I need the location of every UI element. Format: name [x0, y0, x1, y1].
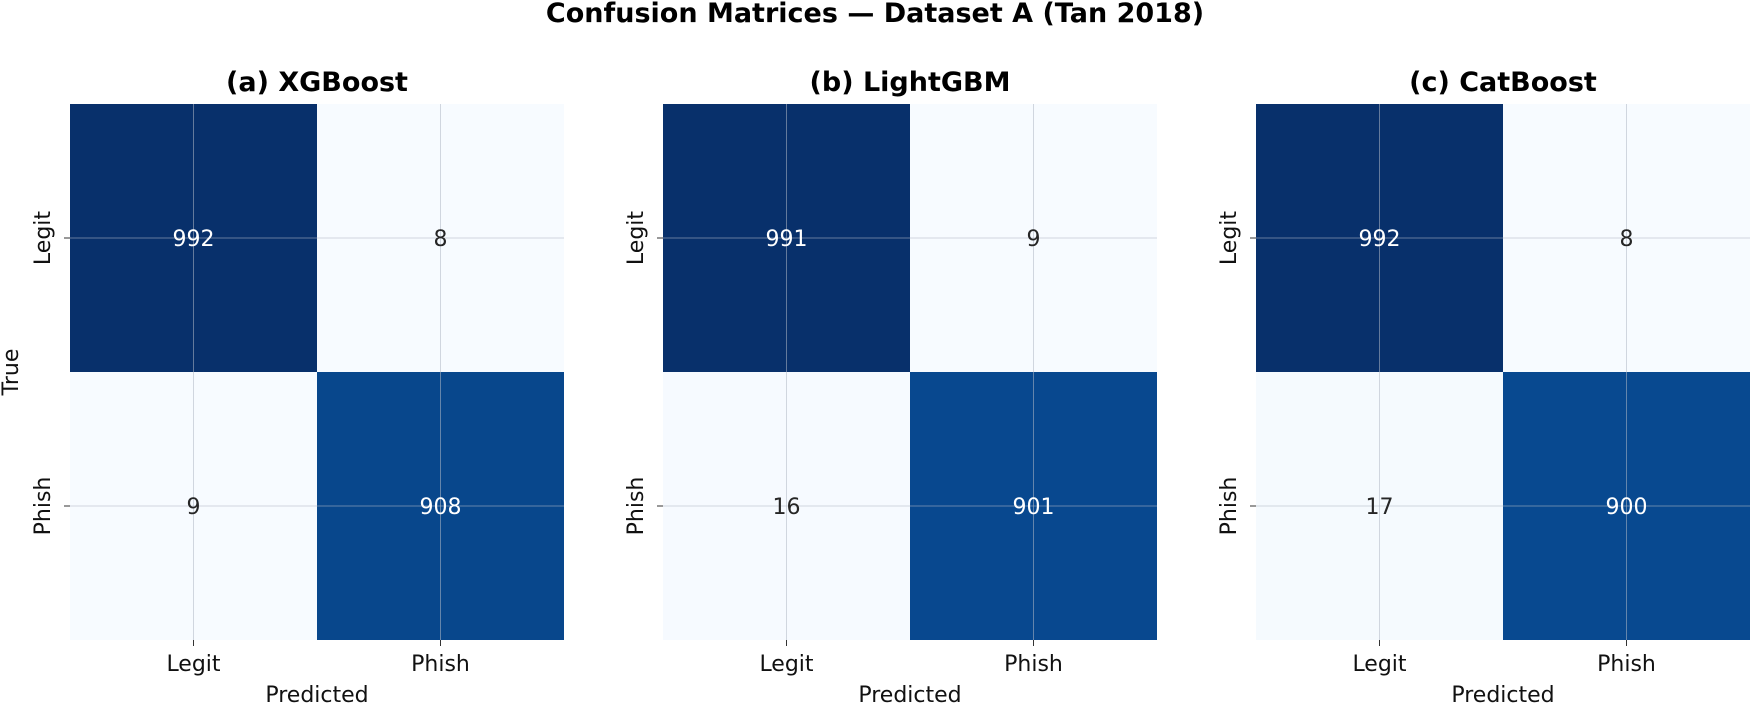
heatmap-panel-1: 992 8 9 908 (a) XGBoost Legit Phish Legit Phish P… [0, 67, 564, 706]
y-axis-label: True [0, 349, 24, 397]
x-tick-label: Legit [759, 652, 813, 677]
y-tick-label: Phish [1217, 477, 1242, 536]
panels: 992 8 9 908 (a) XGBoost Legit Phish Legit Phish P… [0, 67, 1750, 706]
cell-value-label: 8 [434, 227, 448, 252]
cell-value-label: 991 [766, 227, 808, 252]
x-tick-label: Phish [1004, 652, 1063, 677]
x-axis-label: Predicted [1451, 683, 1554, 706]
figure-title: Confusion Matrices — Dataset A (Tan 2018… [546, 0, 1204, 29]
y-tick-label: Legit [31, 211, 56, 265]
cell-value-label: 8 [1620, 227, 1634, 252]
x-tick-label: Phish [411, 652, 470, 677]
x-tick-label: Legit [1352, 652, 1406, 677]
cell-value-label: 992 [173, 227, 215, 252]
cell-value-label: 17 [1366, 495, 1394, 520]
cell-value-label: 900 [1606, 495, 1648, 520]
panel-title: (a) XGBoost [226, 67, 408, 98]
heatmap-panel-2: 991 9 16 901 (b) LightGBM Legit Phish Legit Phis… [624, 67, 1157, 706]
cell-value-label: 901 [1013, 495, 1055, 520]
x-tick-label: Legit [166, 652, 220, 677]
y-tick-label: Legit [624, 211, 649, 265]
cell-value-label: 992 [1359, 227, 1401, 252]
y-tick-label: Phish [31, 477, 56, 536]
panel-title: (c) CatBoost [1409, 67, 1597, 98]
x-axis-label: Predicted [858, 683, 961, 706]
x-axis-label: Predicted [265, 683, 368, 706]
y-tick-label: Legit [1217, 211, 1242, 265]
y-tick-label: Phish [624, 477, 649, 536]
x-tick-label: Phish [1597, 652, 1656, 677]
cell-value-label: 9 [1027, 227, 1041, 252]
cell-value-label: 16 [773, 495, 801, 520]
panel-title: (b) LightGBM [810, 67, 1011, 98]
heatmap-panel-3: 992 8 17 900 (c) CatBoost Legit Phish Legit Phis… [1217, 67, 1750, 706]
cell-value-label: 9 [187, 495, 201, 520]
cell-value-label: 908 [420, 495, 462, 520]
